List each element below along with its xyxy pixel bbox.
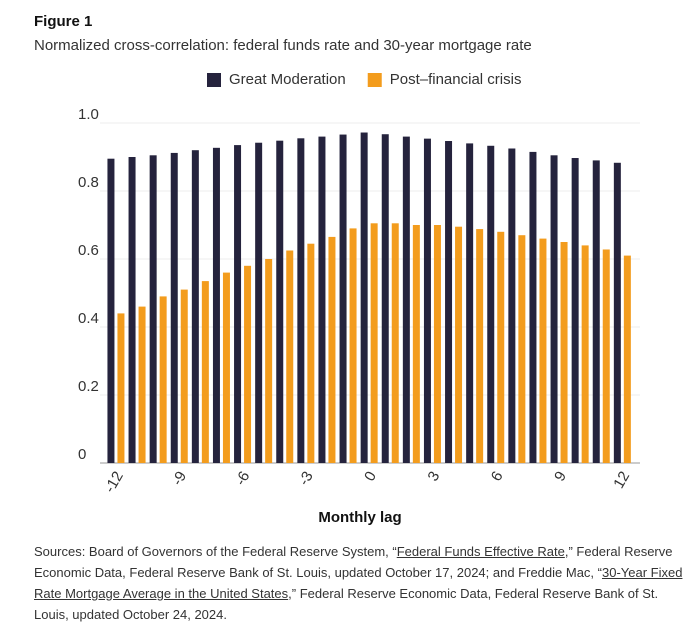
bar <box>487 145 495 463</box>
source-text: ,” Federal Reserve Economic Data, Federa… <box>34 586 659 622</box>
bar <box>571 158 579 463</box>
bar <box>117 313 125 463</box>
bar <box>128 157 136 463</box>
x-tick-label: 3 <box>424 468 443 484</box>
legend-label: Great Moderation <box>229 71 346 88</box>
y-tick-label: 0.6 <box>78 242 99 259</box>
bar <box>307 243 315 463</box>
x-tick-label: 12 <box>610 468 633 491</box>
x-tick-label: -12 <box>101 468 127 495</box>
bar <box>423 138 431 463</box>
bar <box>445 141 453 463</box>
x-tick-label: -6 <box>232 468 253 488</box>
x-tick-label: 9 <box>551 468 570 484</box>
bar <box>370 223 378 463</box>
y-tick-label: 0 <box>78 446 86 463</box>
bar <box>180 289 188 463</box>
x-tick-label: -3 <box>295 468 316 488</box>
x-axis-title: Monthly lag <box>318 509 401 526</box>
bar <box>529 151 537 463</box>
bar <box>255 142 263 463</box>
chart: Figure 1 Normalized cross-correlation: f… <box>34 13 640 526</box>
source-text: Sources: Board of Governors of the Feder… <box>34 544 397 559</box>
bar <box>412 225 420 463</box>
bar <box>286 250 294 463</box>
bar <box>170 152 178 464</box>
y-tick-label: 0.4 <box>78 310 99 327</box>
source-link[interactable]: Federal Funds Effective Rate <box>396 544 565 559</box>
bar <box>497 231 505 463</box>
bar <box>318 136 326 463</box>
bar <box>381 134 389 463</box>
bar <box>602 249 610 463</box>
bar <box>276 140 284 463</box>
bar <box>402 136 410 463</box>
x-tick-label: 0 <box>361 468 380 484</box>
bar <box>212 147 220 463</box>
bar <box>265 259 273 463</box>
y-tick-label: 1.0 <box>78 106 99 123</box>
chart-title: Normalized cross-correlation: federal fu… <box>34 37 532 54</box>
bar <box>550 155 558 464</box>
bar <box>455 226 463 463</box>
x-tick-label: 6 <box>488 468 507 484</box>
legend-label: Post–financial crisis <box>390 71 522 88</box>
bar <box>107 158 115 463</box>
source-link[interactable]: 30-Year Fixed Rate Mortgage Average in t… <box>34 565 683 601</box>
bar <box>592 160 600 463</box>
bar <box>466 143 474 463</box>
source-text: ,” Federal Reserve Economic Data, Federa… <box>34 544 673 580</box>
bar <box>159 296 167 463</box>
bar <box>560 242 568 463</box>
y-tick-label: 0.8 <box>78 174 99 191</box>
bar <box>201 281 209 463</box>
bar <box>508 148 516 463</box>
bar <box>297 138 305 464</box>
bar <box>138 306 146 463</box>
bar <box>581 245 589 463</box>
bar <box>328 236 336 463</box>
legend-swatch <box>207 73 221 87</box>
bar <box>360 132 368 463</box>
bar <box>613 162 621 463</box>
bar <box>391 223 399 463</box>
legend-swatch <box>367 73 382 87</box>
sources: Sources: Board of Governors of the Feder… <box>34 541 684 625</box>
bar <box>222 272 230 463</box>
x-tick-label: -9 <box>169 468 190 488</box>
figure-label: Figure 1 <box>34 13 92 30</box>
bar <box>476 229 484 463</box>
bar <box>539 238 547 463</box>
bar <box>234 145 242 463</box>
bar <box>149 155 157 464</box>
bar <box>433 225 441 463</box>
bar <box>244 265 252 463</box>
bar <box>191 150 199 463</box>
bar <box>339 134 347 463</box>
y-tick-label: 0.2 <box>78 378 99 395</box>
bar <box>349 228 357 463</box>
bar <box>623 255 631 463</box>
bar <box>518 235 526 463</box>
